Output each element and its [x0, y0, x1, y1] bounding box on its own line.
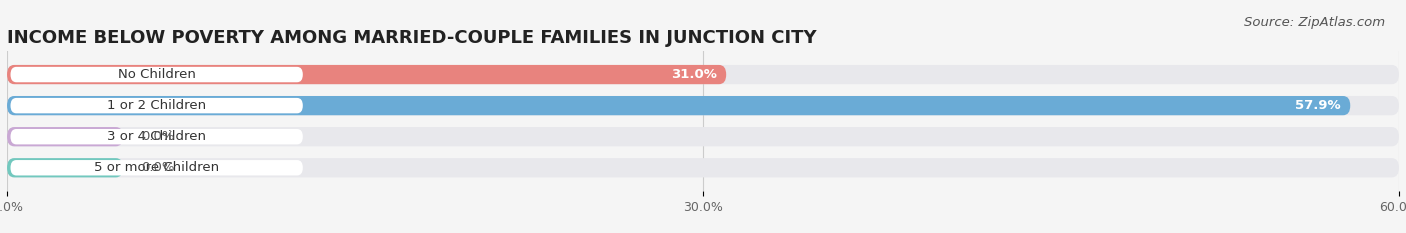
Text: 0.0%: 0.0% — [142, 161, 176, 174]
FancyBboxPatch shape — [7, 127, 124, 146]
Text: INCOME BELOW POVERTY AMONG MARRIED-COUPLE FAMILIES IN JUNCTION CITY: INCOME BELOW POVERTY AMONG MARRIED-COUPL… — [7, 29, 817, 47]
FancyBboxPatch shape — [7, 65, 727, 84]
Text: 3 or 4 Children: 3 or 4 Children — [107, 130, 207, 143]
FancyBboxPatch shape — [7, 96, 1399, 115]
Text: Source: ZipAtlas.com: Source: ZipAtlas.com — [1244, 16, 1385, 29]
FancyBboxPatch shape — [7, 65, 1399, 84]
FancyBboxPatch shape — [10, 129, 302, 144]
FancyBboxPatch shape — [10, 67, 302, 82]
Text: 0.0%: 0.0% — [142, 130, 176, 143]
FancyBboxPatch shape — [7, 158, 124, 177]
Text: 31.0%: 31.0% — [671, 68, 717, 81]
FancyBboxPatch shape — [7, 127, 1399, 146]
Text: 57.9%: 57.9% — [1295, 99, 1341, 112]
Text: 5 or more Children: 5 or more Children — [94, 161, 219, 174]
FancyBboxPatch shape — [7, 158, 1399, 177]
Text: No Children: No Children — [118, 68, 195, 81]
FancyBboxPatch shape — [10, 98, 302, 113]
FancyBboxPatch shape — [10, 160, 302, 175]
Text: 1 or 2 Children: 1 or 2 Children — [107, 99, 207, 112]
FancyBboxPatch shape — [7, 96, 1350, 115]
